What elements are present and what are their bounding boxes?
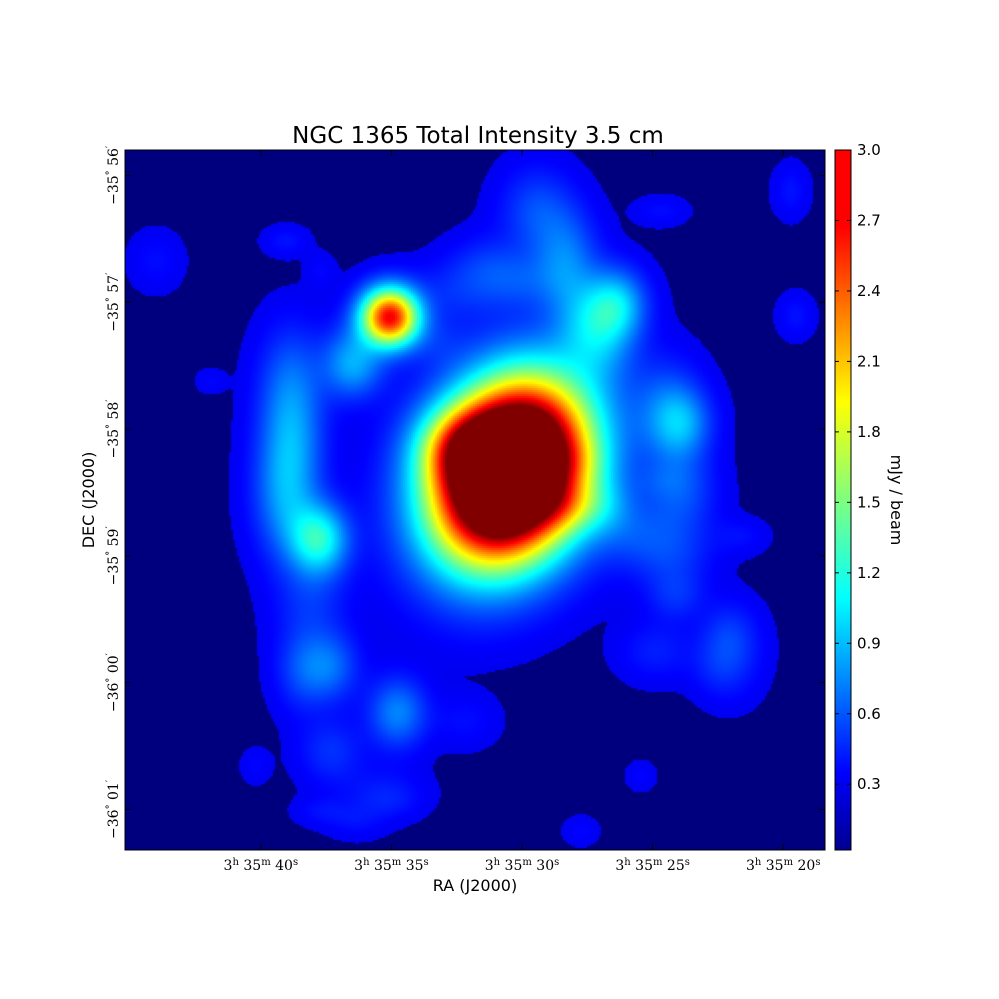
y-tick-label: −35° 57′	[105, 272, 122, 332]
y-tick-label: −36° 01′	[105, 779, 122, 839]
colorbar-tick-label: 0.3	[857, 775, 881, 793]
chart-title: NGC 1365 Total Intensity 3.5 cm	[292, 123, 664, 149]
y-axis: −35° 56′ −35° 57′ −35° 58′ −35° 59′ −36° 00′…	[105, 145, 825, 839]
colorbar-tick-label: 2.4	[857, 282, 881, 300]
y-axis-label: DEC (J2000)	[79, 452, 98, 549]
x-axis-label: RA (J2000)	[433, 876, 517, 895]
y-tick-label: −35° 58′	[105, 399, 122, 459]
colorbar-tick-label: 2.1	[857, 352, 881, 370]
plot-frame	[124, 149, 826, 851]
colorbar-tick-label: 3.0	[857, 141, 881, 159]
colorbar-tick-label: 1.8	[857, 423, 881, 441]
x-tick-label: 3h 35m 30s	[485, 857, 560, 874]
intensity-map	[125, 150, 825, 850]
x-tick-label: 3h 35m 35s	[354, 857, 429, 874]
x-tick-label: 3h 35m 25s	[615, 857, 690, 874]
x-axis: 3h 35m 40s 3h 35m 35s 3h 35m 30s 3h 35m 25s…	[224, 150, 821, 874]
y-tick-label: −35° 59′	[105, 526, 122, 586]
colorbar-label: mJy / beam	[887, 455, 906, 546]
y-tick-label: −35° 56′	[105, 145, 122, 205]
colorbar-tick-label: 0.6	[857, 705, 881, 723]
colorbar-tick-label: 2.7	[857, 211, 881, 229]
plot-area	[124, 149, 826, 851]
colorbar-tick-label: 1.2	[857, 564, 881, 582]
colorbar-ticks: 0.3 0.6 0.9 1.2 1.5 1.8 2.1 2.4 2.7 3.0	[835, 141, 881, 793]
y-tick-label: −36° 00′	[105, 652, 122, 712]
colorbar-gradient	[834, 149, 852, 851]
colorbar: 0.3 0.6 0.9 1.2 1.5 1.8 2.1 2.4 2.7 3.0 mJy / bea…	[834, 141, 906, 851]
colorbar-tick-label: 1.5	[857, 493, 881, 511]
colorbar-tick-label: 0.9	[857, 634, 881, 652]
x-tick-label: 3h 35m 20s	[746, 857, 821, 874]
x-tick-label: 3h 35m 40s	[224, 857, 299, 874]
